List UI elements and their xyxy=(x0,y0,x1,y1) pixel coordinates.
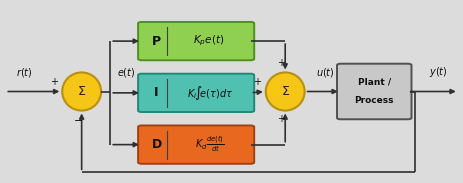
Text: Process: Process xyxy=(354,96,393,105)
Ellipse shape xyxy=(62,72,101,111)
Text: $u(t)$: $u(t)$ xyxy=(315,66,334,79)
FancyBboxPatch shape xyxy=(138,22,254,60)
Text: $-$: $-$ xyxy=(73,114,83,124)
Ellipse shape xyxy=(265,72,304,111)
Text: D: D xyxy=(151,138,162,151)
Text: P: P xyxy=(152,35,161,48)
FancyBboxPatch shape xyxy=(138,74,254,112)
Text: $\Sigma$: $\Sigma$ xyxy=(77,85,86,98)
Text: $\Sigma$: $\Sigma$ xyxy=(280,85,289,98)
Text: $r(t)$: $r(t)$ xyxy=(16,66,32,79)
Text: $K_d\frac{de(t)}{dt}$: $K_d\frac{de(t)}{dt}$ xyxy=(195,135,225,154)
FancyBboxPatch shape xyxy=(336,64,411,119)
Text: +: + xyxy=(50,76,57,87)
Text: I: I xyxy=(154,86,158,99)
Text: $K_i\!\int\! e(\tau)d\tau$: $K_i\!\int\! e(\tau)d\tau$ xyxy=(187,84,233,102)
FancyBboxPatch shape xyxy=(138,126,254,164)
Text: $y(t)$: $y(t)$ xyxy=(428,65,446,79)
Text: +: + xyxy=(253,76,261,87)
Text: +: + xyxy=(276,58,284,68)
Text: +: + xyxy=(276,114,284,124)
Text: $e(t)$: $e(t)$ xyxy=(117,66,135,79)
Text: $K_p e(t)$: $K_p e(t)$ xyxy=(193,34,224,48)
Text: Plant /: Plant / xyxy=(357,78,390,87)
